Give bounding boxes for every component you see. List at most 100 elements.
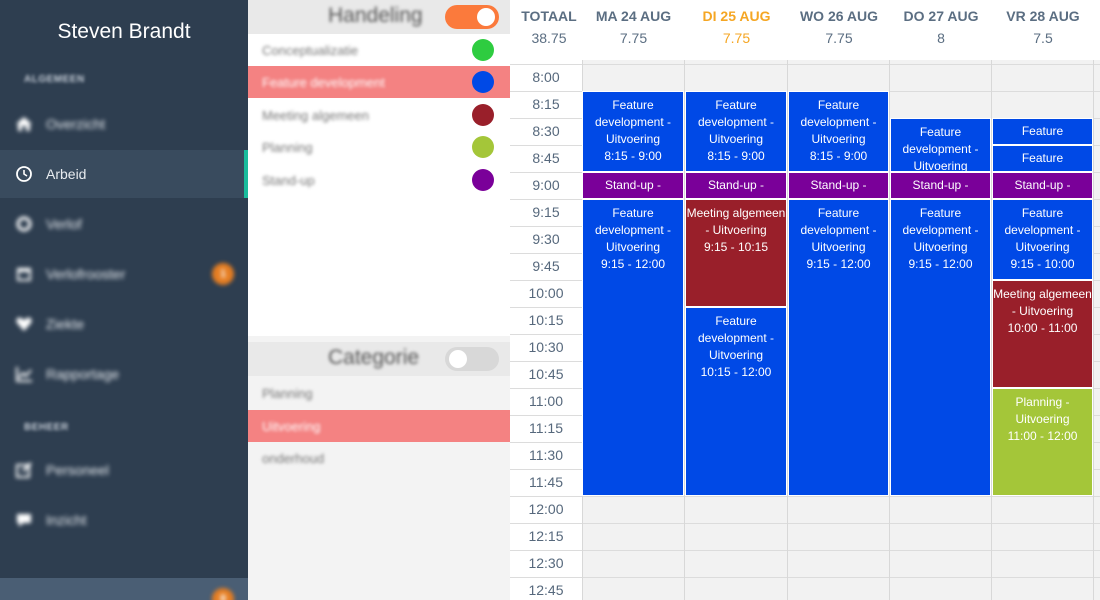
calendar-event[interactable]: Feature development - Uitvoering xyxy=(890,118,991,172)
calendar-event[interactable]: Stand-up - xyxy=(992,172,1093,199)
home-icon xyxy=(14,114,34,134)
categorie-title: Categorie xyxy=(328,346,420,369)
clock-icon xyxy=(14,164,34,184)
event-text: 8:15 - 9:00 xyxy=(604,149,662,163)
time-column: 8:00 8:15 8:30 8:45 9:00 9:15 9:30 9:45 10:00 10:… xyxy=(510,60,582,600)
handeling-item-planning[interactable]: Planning xyxy=(248,131,510,163)
color-dot xyxy=(472,104,494,126)
time-label: 9:30 xyxy=(532,231,560,247)
sidebar-item-label: Overzicht xyxy=(46,116,106,132)
sidebar-item-arbeid[interactable]: Arbeid xyxy=(0,150,248,198)
calendar-event[interactable]: Feature development - Uitvoering 9:15 - 12:… xyxy=(788,199,889,496)
sidebar-item-verlofrooster[interactable]: Verlofrooster 1 xyxy=(0,250,248,298)
calendar-event[interactable]: Planning - Uitvoering 11:00 - 12:00 xyxy=(992,388,1093,496)
categorie-item-onderhoud[interactable]: onderhoud xyxy=(248,442,510,474)
handeling-item-label: Stand-up xyxy=(262,172,315,188)
calendar-grid[interactable]: 8:00 8:15 8:30 8:45 9:00 9:15 9:30 9:45 10:00 10:… xyxy=(510,60,1100,600)
event-text: Feature xyxy=(612,206,654,220)
event-text: Meeting algemeen xyxy=(686,206,786,220)
categorie-item-label: onderhoud xyxy=(262,450,325,466)
event-text: Feature xyxy=(715,314,757,328)
event-text: Stand-up - xyxy=(1014,178,1071,192)
color-dot xyxy=(472,136,494,158)
sidebar-item-personeel[interactable]: Personeel xyxy=(0,446,248,494)
handeling-item-meeting-algemeen[interactable]: Meeting algemeen xyxy=(248,99,510,131)
event-text: Uitvoering xyxy=(811,240,866,254)
total-column-header: TOTAAL 38.75 xyxy=(510,0,588,60)
handeling-item-stand-up[interactable]: Stand-up xyxy=(248,164,510,196)
sidebar-item-verlof[interactable]: Verlof xyxy=(0,200,248,248)
calendar-event[interactable]: Feature development - Uitvoering 8:15 - 9:0… xyxy=(788,91,889,172)
calendar-event[interactable]: Feature development - Uitvoering 9:15 - 12:… xyxy=(890,199,991,496)
calendar-event[interactable]: Stand-up - xyxy=(890,172,991,199)
day-hours: 7.75 xyxy=(619,30,648,46)
handeling-title: Handeling xyxy=(328,4,423,27)
event-text: Feature xyxy=(919,206,962,220)
event-text: Stand-up - xyxy=(912,178,969,192)
calendar-event[interactable]: Stand-up - xyxy=(685,172,787,199)
time-label: 9:15 xyxy=(532,204,560,220)
time-label: 8:00 xyxy=(532,69,560,85)
sidebar-item-inzicht[interactable]: Inzicht xyxy=(0,496,248,544)
calendar-event[interactable]: Feature development - Uitvoering 9:15 - 10:… xyxy=(992,199,1093,280)
handeling-item-conceptualizatie[interactable]: Conceptualizatie xyxy=(248,34,510,66)
event-text: development - xyxy=(1004,223,1081,237)
heartbeat-icon xyxy=(14,314,34,334)
sidebar-item-label: Ziekte xyxy=(46,316,85,332)
sun-icon xyxy=(14,214,34,234)
calendar-event[interactable]: Feature development - Uitvoering 8:15 - 9:0… xyxy=(685,91,787,172)
calendar-event[interactable]: Feature xyxy=(992,145,1093,172)
categorie-toggle[interactable] xyxy=(445,347,499,371)
sidebar-item-rapportage[interactable]: Rapportage xyxy=(0,350,248,398)
day-hours: 7.75 xyxy=(722,30,751,46)
event-text: Stand-up - xyxy=(604,178,662,192)
calendar-event[interactable]: Feature development - Uitvoering 10:15 - 12… xyxy=(685,307,787,496)
time-label: 9:45 xyxy=(532,258,560,274)
calendar-event[interactable]: Meeting algemeen - Uitvoering 10:00 - 11:0… xyxy=(992,280,1093,388)
event-text: Uitvoering xyxy=(1015,412,1070,426)
day-hours: 8 xyxy=(937,30,945,46)
categorie-item-planning[interactable]: Planning xyxy=(248,377,510,409)
time-label: 10:45 xyxy=(528,366,564,382)
calendar-event[interactable]: Stand-up - xyxy=(582,172,684,199)
calendar-icon xyxy=(14,264,34,284)
time-label: 12:45 xyxy=(528,582,564,598)
color-dot xyxy=(472,71,494,93)
event-text: development - xyxy=(902,223,979,237)
toggle-knob xyxy=(477,8,495,26)
sidebar-item-label: Arbeid xyxy=(46,166,87,182)
handeling-item-feature-development[interactable]: Feature development xyxy=(248,66,510,98)
calendar-event[interactable]: Meeting algemeen - Uitvoering 9:15 - 10:15 xyxy=(685,199,787,307)
categorie-item-uitvoering[interactable]: Uitvoering xyxy=(248,410,510,442)
sidebar-item-ziekte[interactable]: Ziekte xyxy=(0,300,248,348)
grid-line-vertical xyxy=(991,60,992,600)
calendar-event[interactable]: Feature xyxy=(992,118,1093,145)
categorie-header: Categorie xyxy=(248,342,510,376)
time-label: 11:45 xyxy=(529,474,563,490)
section-header-manage: BEHEER xyxy=(24,422,69,433)
categorie-item-label: Uitvoering xyxy=(262,418,321,434)
event-text: development - xyxy=(800,115,877,129)
calendar-event[interactable]: Feature development - Uitvoering 8:15 - 9:0… xyxy=(582,91,684,172)
sidebar-item-overzicht[interactable]: Overzicht xyxy=(0,100,248,148)
event-text: - Uitvoering xyxy=(705,223,767,237)
day-header-tue: DI 25 AUG 7.75 xyxy=(685,0,788,60)
color-dot xyxy=(472,39,494,61)
handeling-item-label: Meeting algemeen xyxy=(262,107,369,123)
event-text: - Uitvoering xyxy=(1011,304,1074,318)
event-text: 9:15 - 10:15 xyxy=(703,240,769,254)
grid-line-vertical xyxy=(889,60,890,600)
handeling-toggle[interactable] xyxy=(445,5,499,29)
time-label: 8:45 xyxy=(532,150,560,166)
calendar-event[interactable]: Stand-up - xyxy=(788,172,889,199)
time-label: 9:00 xyxy=(532,177,560,193)
section-header-general: ALGEMEEN xyxy=(24,74,85,85)
sidebar-item-bottom[interactable]: 8 xyxy=(0,578,248,600)
event-text: Uitvoering xyxy=(1015,240,1070,254)
calendar-event[interactable]: Feature development - Uitvoering 9:15 - 12:… xyxy=(582,199,684,496)
notification-badge: 1 xyxy=(212,263,234,285)
day-label: DI 25 AUG xyxy=(702,8,771,24)
event-text: Uitvoering xyxy=(811,132,866,146)
sidebar-item-label: Inzicht xyxy=(46,512,87,528)
event-text: Meeting algemeen xyxy=(993,287,1092,301)
